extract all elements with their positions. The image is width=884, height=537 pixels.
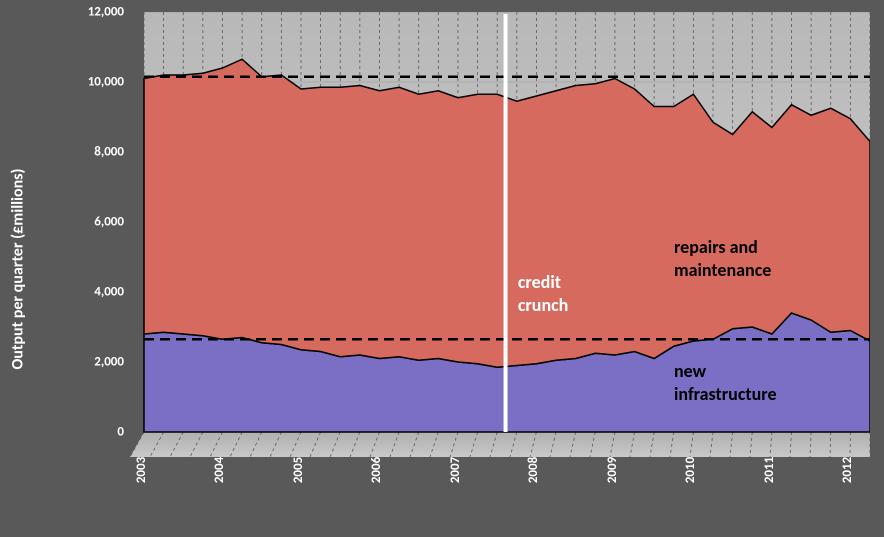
y-tick-label: 12,000 <box>64 5 124 20</box>
x-tick-label: 2012 <box>840 457 855 483</box>
x-tick-label: 2004 <box>212 457 227 483</box>
y-tick-label: 6,000 <box>64 215 124 230</box>
y-tick-label: 0 <box>64 425 124 440</box>
output-chart: Output per quarter (£millions) 0 2,000 4,0… <box>0 0 884 537</box>
annotation-label: credit crunch <box>518 271 568 316</box>
x-tick-label: 2010 <box>683 457 698 483</box>
annotation-label: repairs and maintenance <box>674 236 771 281</box>
x-tick-label: 2008 <box>526 457 541 483</box>
y-tick-label: 10,000 <box>64 75 124 90</box>
annotation-label: new infrastructure <box>674 360 777 405</box>
x-tick-label: 2005 <box>291 457 306 483</box>
x-tick-label: 2009 <box>605 457 620 483</box>
y-tick-label: 4,000 <box>64 285 124 300</box>
x-axis: 2003200420052006200720082009201020112012 <box>130 462 870 532</box>
x-tick-label: 2006 <box>369 457 384 483</box>
x-tick-label: 2007 <box>448 457 463 483</box>
x-tick-label: 2003 <box>134 457 149 483</box>
y-tick-label: 2,000 <box>64 355 124 370</box>
y-tick-label: 8,000 <box>64 145 124 160</box>
y-axis: 02,0004,0006,0008,00010,00012,000 <box>60 12 130 457</box>
plot-area: repairs and maintenance credit crunch new … <box>130 12 870 457</box>
x-tick-label: 2011 <box>762 457 777 483</box>
y-axis-title: Output per quarter (£millions) <box>9 168 28 369</box>
